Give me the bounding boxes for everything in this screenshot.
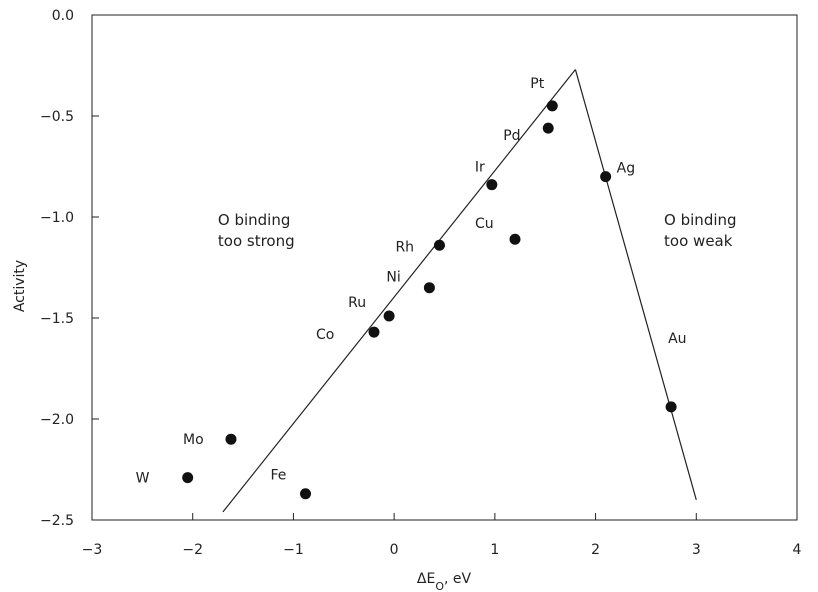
point-label: Fe — [271, 468, 287, 484]
point-label: Pt — [530, 76, 544, 92]
data-point — [300, 488, 312, 500]
point-label: Co — [316, 327, 334, 343]
data-point — [509, 233, 521, 245]
annotation-line: O binding — [664, 211, 737, 229]
y-axis-title: Activity — [12, 260, 28, 312]
data-point — [433, 239, 445, 251]
x-tick-label: −1 — [283, 542, 304, 558]
y-tick-label: −1.0 — [40, 210, 74, 226]
annotation-line: O binding — [218, 211, 291, 229]
data-point — [486, 179, 498, 191]
point-label: Ru — [348, 295, 366, 311]
y-tick-label: −0.5 — [40, 109, 74, 125]
data-points: Pt Pd Ir Cu Rh Ni Ru Co Mo W Fe Ag Au — [136, 76, 687, 500]
x-axis-title-rest: , eV — [444, 571, 472, 587]
x-tick-label: −3 — [82, 542, 103, 558]
point-label: W — [136, 471, 150, 487]
point-label: Pd — [503, 128, 520, 144]
x-axis-title: ΔEO, eV — [417, 571, 472, 592]
y-tick-label: 0.0 — [52, 8, 74, 24]
point-label: Cu — [475, 216, 494, 232]
x-axis-title-sub: O — [435, 580, 444, 592]
point-label: Au — [668, 331, 686, 347]
data-point — [542, 122, 554, 134]
plot-frame — [91, 14, 798, 521]
point-label: Ni — [386, 270, 400, 286]
data-point — [665, 401, 677, 413]
x-axis-title-main: ΔE — [417, 571, 435, 587]
trend-line — [574, 69, 697, 500]
data-point — [423, 282, 435, 294]
data-point — [600, 171, 612, 183]
y-tick-label: −2.5 — [40, 513, 74, 529]
data-point — [182, 472, 194, 484]
x-tick-label: 4 — [793, 542, 802, 558]
x-tick-label: 0 — [390, 542, 399, 558]
point-label: Mo — [183, 432, 204, 448]
trend-line — [222, 69, 576, 513]
point-label: Rh — [395, 239, 414, 255]
point-label: Ir — [475, 160, 485, 176]
point-label: Ag — [617, 161, 635, 177]
annotation-line: too strong — [218, 232, 295, 250]
axis-ticks: −3 −2 −1 0 1 2 3 4 0.0 −0.5 −1.0 −1.5 −2.0 −2.5 — [40, 8, 802, 558]
annotation-line: too weak — [664, 232, 733, 250]
y-tick-label: −1.5 — [40, 311, 74, 327]
x-tick-label: 2 — [591, 542, 600, 558]
annotations: O binding too strong O binding too weak — [218, 211, 737, 250]
x-tick-label: 1 — [490, 542, 499, 558]
x-tick-label: −2 — [182, 542, 203, 558]
y-tick-label: −2.0 — [40, 412, 74, 428]
data-point — [546, 100, 558, 112]
trend-lines — [222, 69, 697, 513]
data-point — [368, 326, 380, 338]
x-tick-label: 3 — [692, 542, 701, 558]
data-point — [225, 433, 237, 445]
data-point — [383, 310, 395, 322]
